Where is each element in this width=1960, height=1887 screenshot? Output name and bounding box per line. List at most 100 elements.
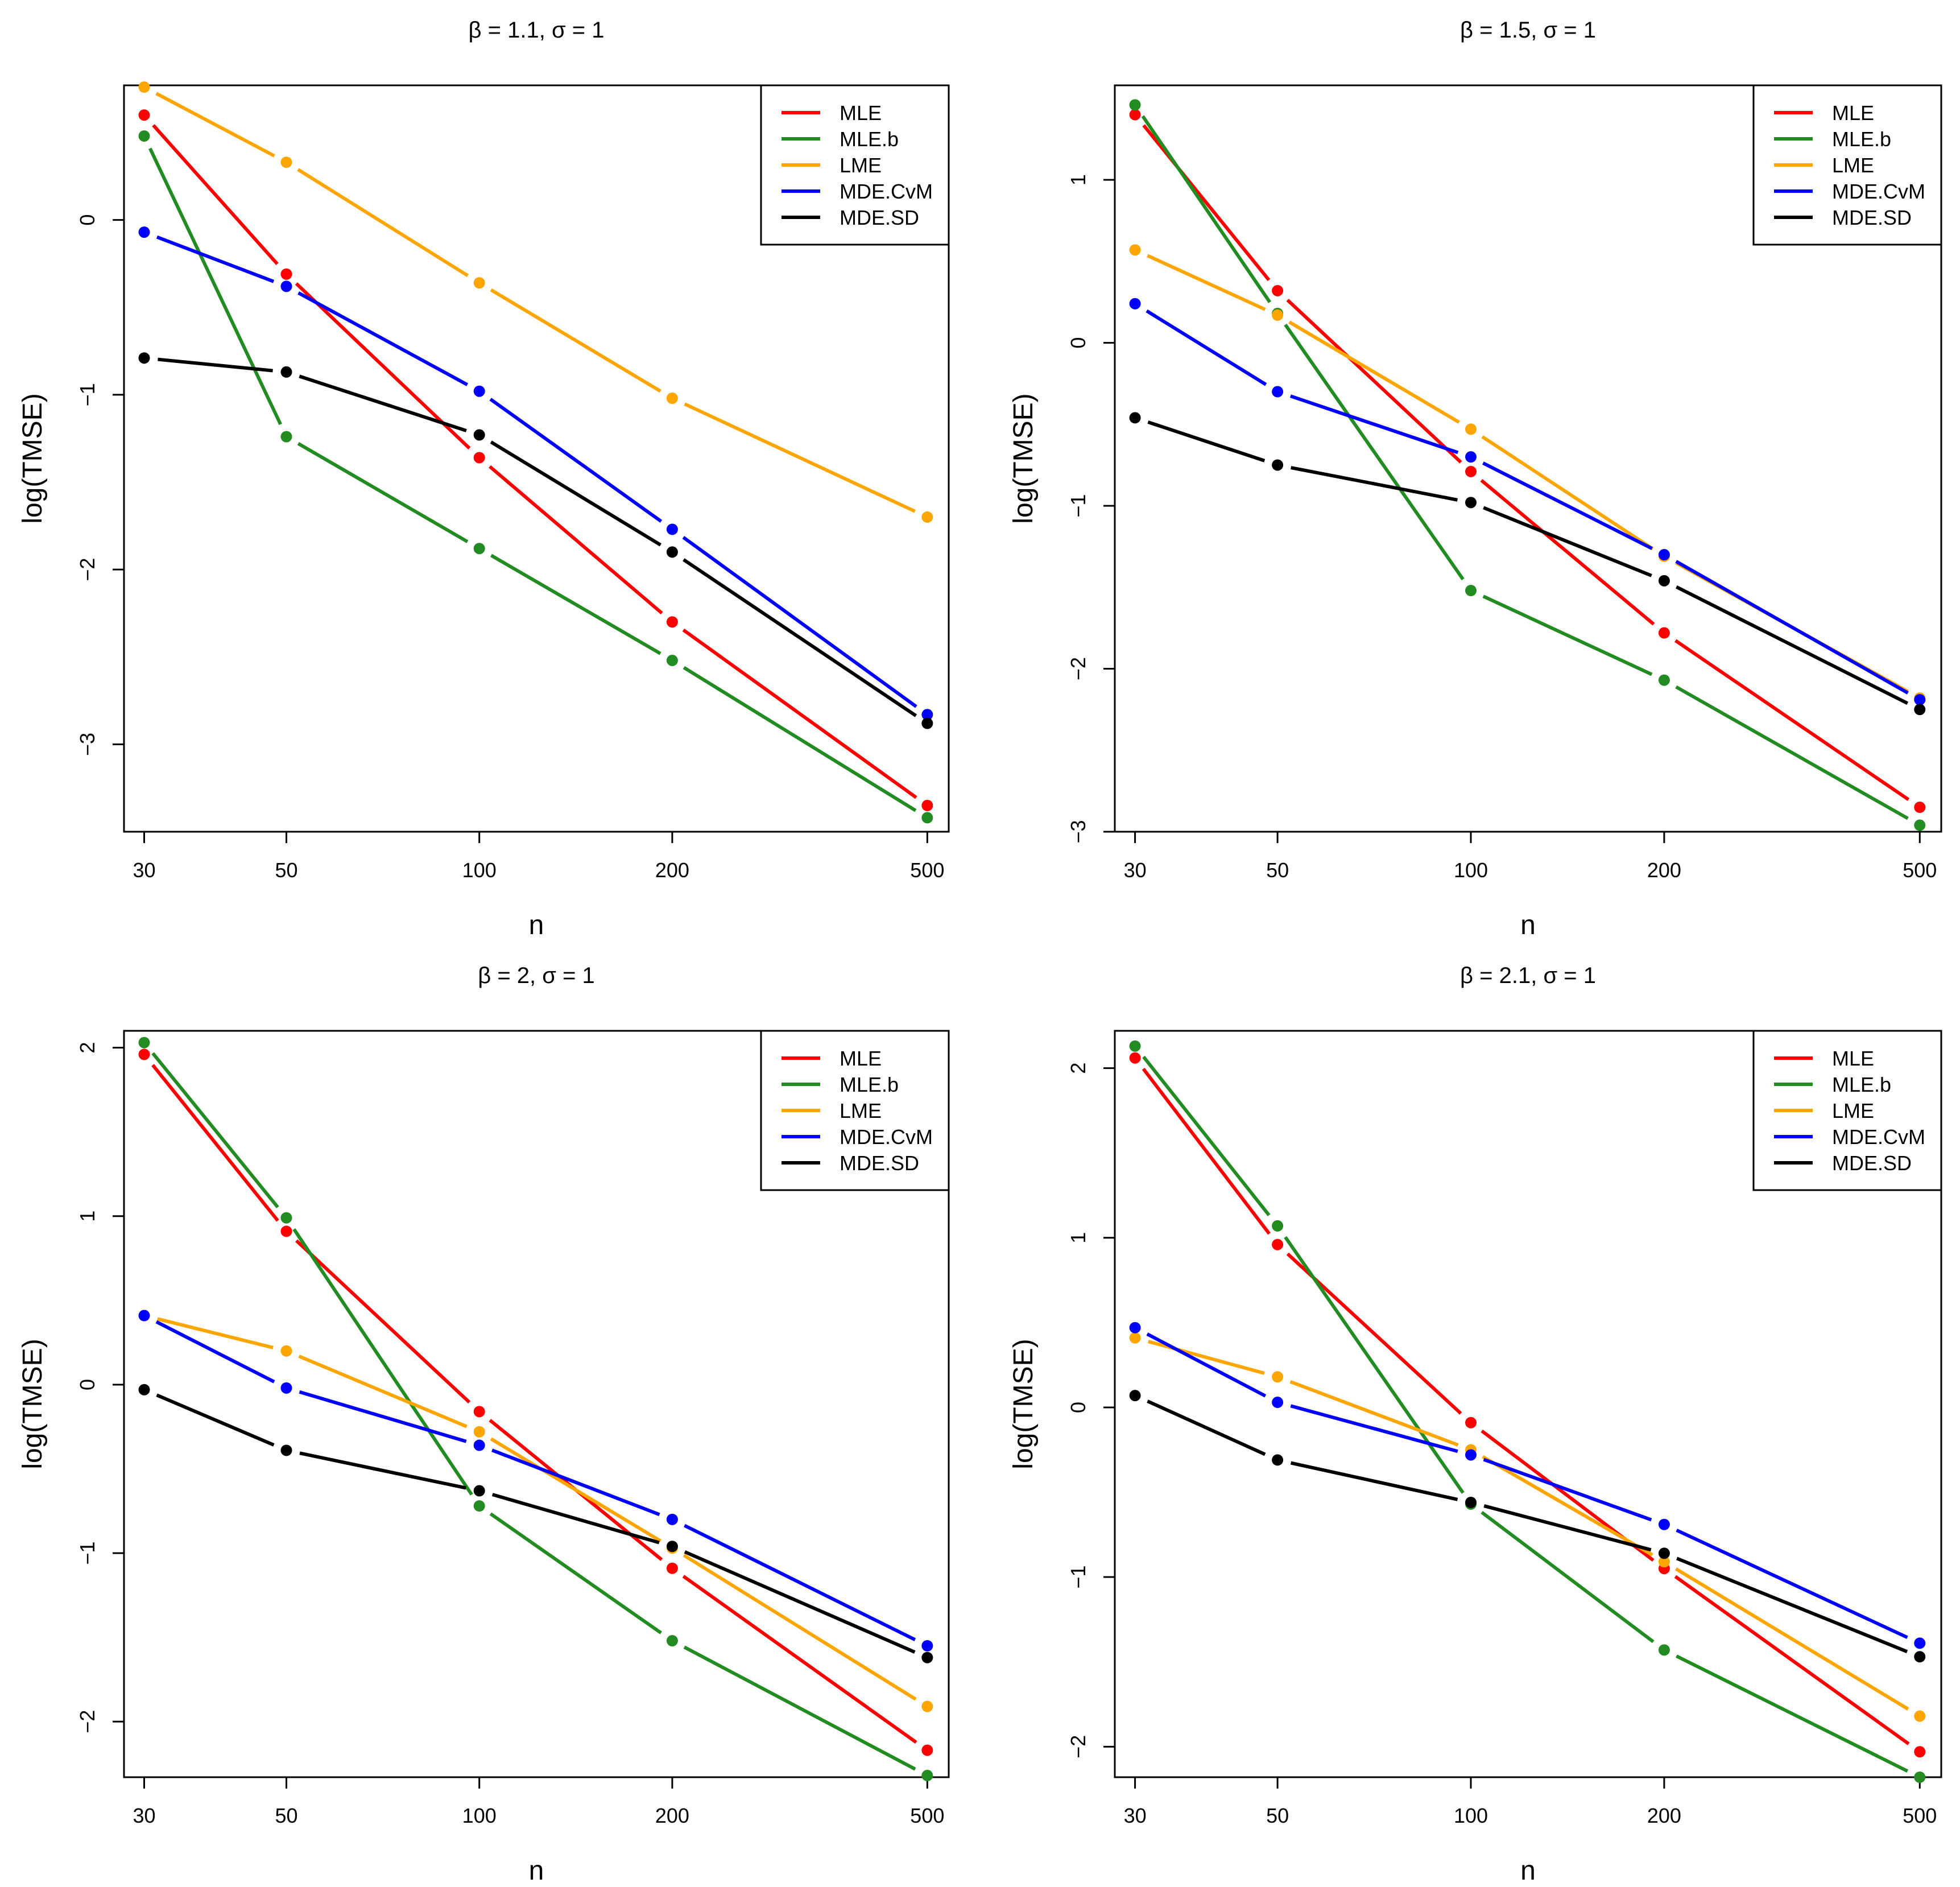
legend-label: MLE — [1832, 1047, 1874, 1070]
series-mle-b — [138, 130, 933, 824]
x-tick-label: 200 — [1647, 1804, 1681, 1827]
series-line-segment — [1146, 309, 1267, 386]
data-point — [138, 1310, 150, 1322]
series-line-segment — [1147, 1340, 1265, 1375]
series-line-segment — [490, 440, 661, 547]
series-lme — [138, 81, 933, 523]
data-point — [1272, 284, 1284, 296]
series-line-segment — [1290, 1461, 1458, 1501]
data-point — [1272, 1238, 1284, 1250]
series-line-segment — [684, 402, 916, 513]
series-line-segment — [156, 235, 275, 283]
data-point — [1465, 451, 1477, 463]
data-point — [921, 799, 933, 811]
data-point — [921, 1770, 933, 1782]
series-line-segment — [1675, 685, 1909, 820]
legend-label: MLE.b — [1832, 1073, 1891, 1096]
data-point — [280, 1444, 292, 1456]
x-tick-label: 30 — [133, 858, 155, 882]
series-line-segment — [295, 1239, 471, 1404]
y-tick-label: 1 — [1066, 1232, 1090, 1244]
data-point — [1658, 549, 1670, 561]
data-point — [1272, 1454, 1284, 1466]
legend-label: MLE — [840, 1047, 882, 1070]
series-line-segment — [151, 1064, 279, 1222]
data-point — [473, 1500, 485, 1512]
series-line-segment — [1483, 1504, 1652, 1552]
legend-label: LME — [1832, 154, 1874, 177]
series-line-segment — [1480, 478, 1655, 626]
series-line-segment — [299, 374, 467, 432]
panel-3: β = 2, σ = 1 30 50 100 200 500 n 2 1 0 −1 −2 log(TMS… — [18, 963, 950, 1886]
legend-label: MLE.b — [840, 127, 899, 151]
series-mde-sd — [1129, 412, 1926, 716]
data-point — [1914, 1772, 1926, 1783]
series-line-segment — [299, 1390, 467, 1443]
data-point — [1465, 465, 1477, 477]
series-mde-cvm — [1129, 1322, 1926, 1649]
data-point — [1914, 1710, 1926, 1722]
series-line-segment — [1142, 1055, 1271, 1216]
data-point — [1129, 298, 1141, 309]
data-point — [1914, 1651, 1926, 1663]
series-line-segment — [489, 398, 663, 523]
data-point — [280, 268, 292, 280]
series-line-segment — [491, 1448, 660, 1517]
data-point — [138, 226, 150, 238]
series-line-segment — [1142, 124, 1271, 282]
series-line-segment — [1291, 466, 1458, 502]
data-point — [473, 1439, 485, 1451]
data-point — [280, 280, 292, 292]
data-point — [1272, 1397, 1284, 1409]
data-point — [666, 654, 678, 666]
y-tick-label: −2 — [1066, 1735, 1090, 1758]
y-tick-label: −2 — [76, 1710, 99, 1733]
chart-title: β = 2, σ = 1 — [478, 963, 595, 988]
legend-label: MLE.b — [1832, 127, 1891, 151]
series-mle — [1129, 109, 1926, 814]
series-line-segment — [1676, 1654, 1909, 1773]
y-axis-label: log(TMSE) — [1008, 393, 1039, 523]
series-mde-cvm — [1129, 298, 1926, 705]
series-line-segment — [298, 1355, 468, 1428]
data-point — [138, 1048, 150, 1060]
series-line-segment — [1481, 1510, 1655, 1644]
legend-label: LME — [840, 1099, 882, 1122]
x-tick-label: 50 — [1266, 858, 1289, 882]
data-point — [1272, 459, 1284, 471]
series-line-segment — [1286, 299, 1462, 464]
data-point — [1129, 109, 1141, 121]
x-tick-label: 100 — [462, 1804, 497, 1827]
legend-label: LME — [840, 154, 882, 177]
data-point — [1658, 674, 1670, 686]
series-line-segment — [684, 1523, 916, 1642]
data-point — [1914, 1746, 1926, 1758]
data-point — [1129, 1332, 1141, 1344]
series-line-segment — [1675, 560, 1909, 695]
data-point — [1129, 1052, 1141, 1064]
series-line-segment — [151, 1052, 279, 1208]
y-tick-label: 2 — [1066, 1063, 1090, 1074]
series-line-segment — [489, 465, 663, 615]
data-point — [473, 385, 485, 397]
series-mde-sd — [138, 1384, 933, 1663]
series-line-segment — [682, 536, 917, 708]
y-tick-label: −1 — [1066, 1566, 1090, 1589]
legend-label: MDE.SD — [840, 206, 919, 229]
data-point — [1465, 497, 1477, 509]
data-point — [280, 1212, 292, 1224]
series-line-segment — [157, 1317, 274, 1349]
series-line-segment — [684, 1550, 916, 1654]
x-tick-label: 50 — [275, 1804, 297, 1827]
y-tick-label: −1 — [1066, 494, 1090, 518]
data-point — [1272, 1371, 1284, 1383]
legend-label: MDE.CvM — [1832, 1125, 1925, 1149]
y-tick-label: −3 — [1066, 820, 1090, 843]
series-line-segment — [158, 357, 273, 373]
data-point — [921, 717, 933, 729]
series-line-segment — [1147, 254, 1266, 311]
panel-4: β = 2.1, σ = 1 30 50 100 200 500 n 2 1 0 −1 −2 log(T… — [1008, 963, 1942, 1886]
x-axis-label: n — [1520, 910, 1536, 940]
series-line-segment — [491, 1493, 660, 1545]
